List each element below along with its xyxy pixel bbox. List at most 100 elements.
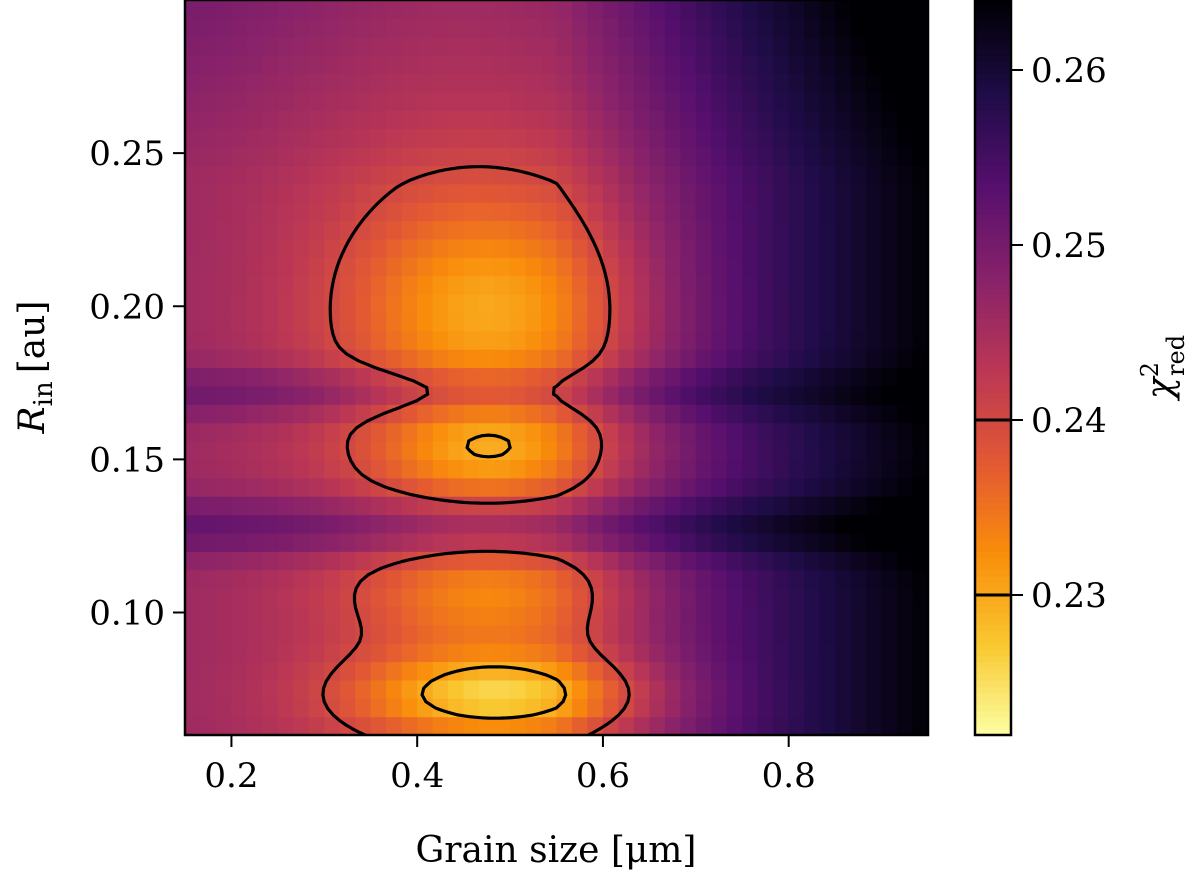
- heatmap-cell: [246, 128, 263, 148]
- heatmap-cell: [866, 238, 883, 258]
- heatmap-cell: [773, 220, 790, 240]
- heatmap-cell: [881, 459, 898, 479]
- heatmap-cell: [912, 147, 928, 166]
- heatmap-cell: [680, 422, 697, 442]
- heatmap-cell: [711, 532, 728, 552]
- heatmap-cell: [819, 165, 836, 185]
- heatmap-cell: [897, 422, 914, 442]
- heatmap-cell: [494, 36, 511, 56]
- heatmap-cell: [185, 238, 202, 258]
- heatmap-cell: [185, 661, 202, 681]
- heatmap-cell: [664, 606, 681, 626]
- heatmap-cell: [541, 147, 558, 166]
- heatmap-cell: [215, 349, 233, 369]
- heatmap-cell: [819, 422, 836, 442]
- heatmap-cell: [370, 422, 387, 442]
- heatmap-cell: [185, 698, 202, 718]
- heatmap-cell: [695, 698, 712, 718]
- x-tick-label: 0.2: [204, 756, 258, 796]
- heatmap-cell: [742, 330, 759, 350]
- heatmap-cell: [571, 0, 589, 19]
- heatmap-cell: [881, 569, 898, 589]
- heatmap-cell: [618, 477, 635, 497]
- heatmap-cell: [835, 496, 852, 516]
- heatmap-cell: [200, 36, 217, 56]
- heatmap-cell: [510, 716, 527, 735]
- colorbar-segment: [975, 655, 1011, 663]
- heatmap-cell: [293, 367, 310, 387]
- heatmap-cell: [262, 238, 279, 258]
- heatmap-cell: [633, 238, 650, 258]
- heatmap-cell: [417, 588, 434, 607]
- heatmap-cell: [277, 349, 294, 369]
- heatmap-cell: [773, 441, 790, 460]
- heatmap-cell: [711, 643, 728, 663]
- heatmap-cell: [479, 716, 496, 735]
- heatmap-cell: [649, 404, 666, 424]
- heatmap-cell: [246, 349, 263, 369]
- heatmap-cell: [339, 257, 356, 277]
- heatmap-cell: [602, 698, 620, 718]
- heatmap-cell: [881, 275, 898, 295]
- heatmap-cell: [541, 514, 558, 534]
- heatmap-cell: [881, 643, 898, 663]
- heatmap-cell: [556, 496, 573, 516]
- heatmap-cell: [850, 55, 867, 75]
- heatmap-cell: [850, 385, 867, 405]
- heatmap-cell: [541, 0, 558, 19]
- heatmap-cell: [215, 514, 233, 534]
- heatmap-cell: [293, 55, 310, 75]
- heatmap-cell: [618, 661, 635, 681]
- heatmap-cell: [742, 110, 759, 130]
- heatmap-cell: [277, 716, 294, 735]
- heatmap-cell: [726, 330, 743, 350]
- colorbar-segment: [975, 618, 1011, 626]
- heatmap-cell: [897, 220, 914, 240]
- heatmap-cell: [479, 165, 496, 185]
- heatmap-cell: [881, 422, 898, 442]
- heatmap-cell: [417, 147, 434, 166]
- heatmap-cell: [463, 606, 480, 626]
- heatmap-cell: [742, 238, 759, 258]
- heatmap-cell: [200, 496, 217, 516]
- heatmap-cell: [355, 220, 372, 240]
- colorbar-label-sub: red: [1162, 335, 1190, 376]
- heatmap-cell: [773, 496, 790, 516]
- heatmap-cell: [200, 91, 217, 111]
- heatmap-cell: [277, 422, 294, 442]
- heatmap-cell: [881, 330, 898, 350]
- heatmap-cell: [633, 679, 650, 699]
- heatmap-cell: [664, 238, 681, 258]
- heatmap-cell: [819, 349, 836, 369]
- heatmap-cell: [835, 165, 852, 185]
- heatmap-cell: [231, 441, 248, 460]
- heatmap-cell: [324, 147, 341, 166]
- heatmap-cell: [231, 679, 248, 699]
- plot-frame: [183, 0, 930, 737]
- heatmap-cell: [324, 477, 341, 497]
- heatmap-cell: [386, 257, 403, 277]
- heatmap-cell: [711, 569, 728, 589]
- colorbar-segment: [975, 667, 1011, 675]
- heatmap-cell: [680, 183, 697, 203]
- heatmap-cell: [571, 312, 589, 332]
- heatmap-cell: [324, 532, 341, 552]
- colorbar-segment: [975, 294, 1011, 301]
- heatmap-cell: [277, 532, 294, 552]
- heatmap-cell: [912, 551, 928, 571]
- heatmap-cell: [664, 312, 681, 332]
- heatmap-cell: [742, 606, 759, 626]
- heatmap-cell: [262, 624, 279, 644]
- heatmap-cell: [370, 18, 387, 38]
- heatmap-cell: [556, 257, 573, 277]
- heatmap-cell: [355, 514, 372, 534]
- heatmap-cell: [664, 441, 681, 460]
- heatmap-cell: [386, 422, 403, 442]
- heatmap-cell: [324, 514, 341, 534]
- heatmap-cell: [835, 624, 852, 644]
- heatmap-cell: [355, 367, 372, 387]
- heatmap-cell: [355, 110, 372, 130]
- heatmap-cell: [231, 661, 248, 681]
- heatmap-cell: [695, 588, 712, 607]
- heatmap-cell: [525, 0, 542, 19]
